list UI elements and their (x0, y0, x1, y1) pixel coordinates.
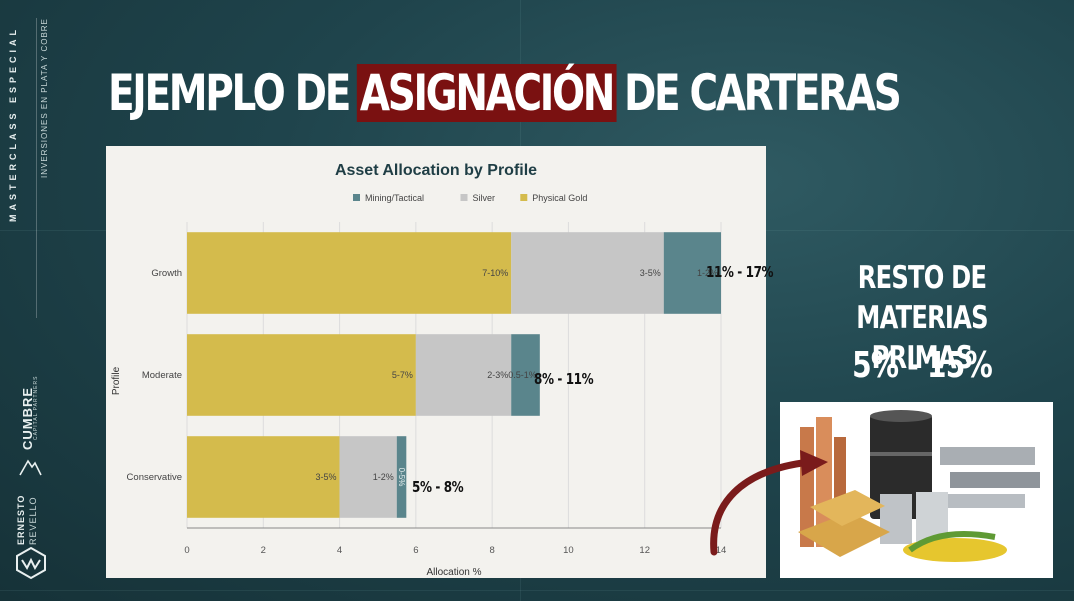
series-label: MASTERCLASS ESPECIAL (8, 25, 18, 222)
bar-segment (415, 334, 512, 416)
series-subtitle: INVERSIONES EN PLATA Y COBRE (40, 18, 49, 178)
bar-value-label: 3-5% (640, 268, 661, 278)
legend-swatch (353, 194, 360, 201)
mountain-logo-icon (19, 459, 42, 476)
x-tick-label: 8 (489, 545, 494, 556)
author-logo-icon (16, 546, 46, 580)
y-axis-label: Profile (111, 366, 122, 395)
bar-value-label: 0.5-1% (508, 370, 537, 380)
bar-segment (663, 232, 721, 314)
x-tick-label: 10 (563, 545, 574, 556)
sidebar-divider (36, 18, 37, 318)
right-heading-line2: MATERIAS PRIMAS (856, 300, 988, 376)
x-axis-label: Allocation % (426, 567, 481, 578)
y-tick-label: Conservative (127, 472, 182, 483)
bar-value-label: 2-3% (487, 370, 508, 380)
y-tick-label: Growth (151, 268, 182, 279)
x-tick-label: 2 (261, 545, 266, 556)
bar-segment (187, 334, 416, 416)
bar-value-label: 7-10% (482, 268, 508, 278)
bar-value-label: 3-5% (316, 472, 337, 482)
legend-label: Mining/Tactical (365, 193, 424, 203)
author-last-name: REVELLO (28, 496, 38, 545)
bar-segment (187, 232, 512, 314)
bar-segment (187, 436, 340, 518)
bar-segment (339, 436, 397, 518)
x-tick-label: 4 (337, 545, 342, 556)
author-first-name: ERNESTO (16, 494, 26, 545)
curved-arrow-icon (710, 450, 828, 556)
chart-card: Asset Allocation by Profile Mining/Tactic… (106, 146, 766, 578)
legend-label: Physical Gold (532, 193, 587, 203)
annotation-moderate: 8% - 11% (534, 370, 594, 388)
legend-swatch (520, 194, 528, 201)
background-grid-line (0, 590, 1074, 591)
bar-value-label: 0-5% (397, 468, 406, 487)
annotation-conservative: 5% - 8% (412, 478, 464, 496)
x-tick-label: 0 (184, 545, 189, 556)
bar-value-label: 1-2% (697, 268, 718, 278)
allocation-chart: Asset Allocation by Profile Mining/Tactic… (111, 162, 727, 578)
x-tick-label: 6 (413, 545, 418, 556)
title-highlight: ASIGNACIÓN (356, 64, 617, 122)
legend-label: Silver (473, 193, 496, 203)
bar-segment (511, 334, 540, 416)
bar-segment (511, 232, 664, 314)
title-part-1: EJEMPLO DE (108, 64, 351, 122)
legend-swatch (460, 194, 468, 201)
x-tick-label: 14 (716, 545, 727, 556)
commodities-photo-icon (780, 402, 1053, 578)
commodities-illustration (798, 410, 1040, 562)
right-range: 5% - 15% (852, 345, 993, 386)
brand-logo-subtext: CAPITAL PARTNERS (33, 375, 39, 440)
slide-title: EJEMPLO DE ASIGNACIÓN DE CARTERAS (108, 50, 902, 136)
x-tick-label: 12 (639, 545, 650, 556)
title-part-2: DE CARTERAS (623, 64, 902, 122)
sidebar-branding: MASTERCLASS ESPECIAL INVERSIONES EN PLAT… (0, 0, 80, 601)
y-tick-label: Moderate (142, 370, 182, 381)
right-heading: RESTO DE MATERIAS PRIMAS (819, 258, 1025, 378)
chart-title: Asset Allocation by Profile (335, 162, 537, 179)
bar-value-label: 1-2% (373, 472, 394, 482)
right-heading-line1: RESTO DE (857, 260, 987, 296)
bar-segment (396, 436, 407, 518)
annotation-growth: 11% - 17% (706, 263, 774, 281)
bar-value-label: 5-7% (392, 370, 413, 380)
